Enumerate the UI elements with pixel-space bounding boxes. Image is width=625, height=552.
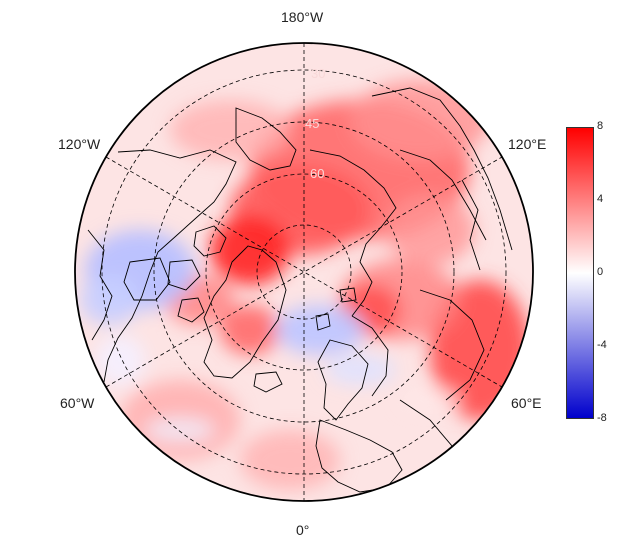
colorbar-tick-neg4: -4: [597, 339, 607, 351]
anomaly-field: [80, 80, 530, 490]
colorbar-tick-8: 8: [597, 120, 604, 132]
map-boundary: [74, 42, 534, 502]
lon-label-120e: 120°E: [508, 136, 547, 152]
colorbar-tick-4: 4: [597, 193, 604, 205]
lat-label-60: 60: [310, 166, 324, 181]
lon-label-180w: 180°W: [281, 9, 324, 25]
lon-label-120w: 120°W: [58, 136, 101, 152]
lon-label-60w: 60°W: [60, 395, 95, 411]
lon-label-60e: 60°E: [511, 395, 542, 411]
lat-label-45: 45: [305, 116, 319, 131]
colorbar: [566, 127, 594, 419]
colorbar-tick-neg8: -8: [597, 412, 607, 424]
graticule: [101, 43, 507, 501]
lat-label-30: 30: [311, 66, 325, 81]
coastlines: [87, 87, 513, 493]
lon-label-0: 0°: [296, 522, 310, 538]
colorbar-tick-0: 0: [597, 266, 604, 278]
